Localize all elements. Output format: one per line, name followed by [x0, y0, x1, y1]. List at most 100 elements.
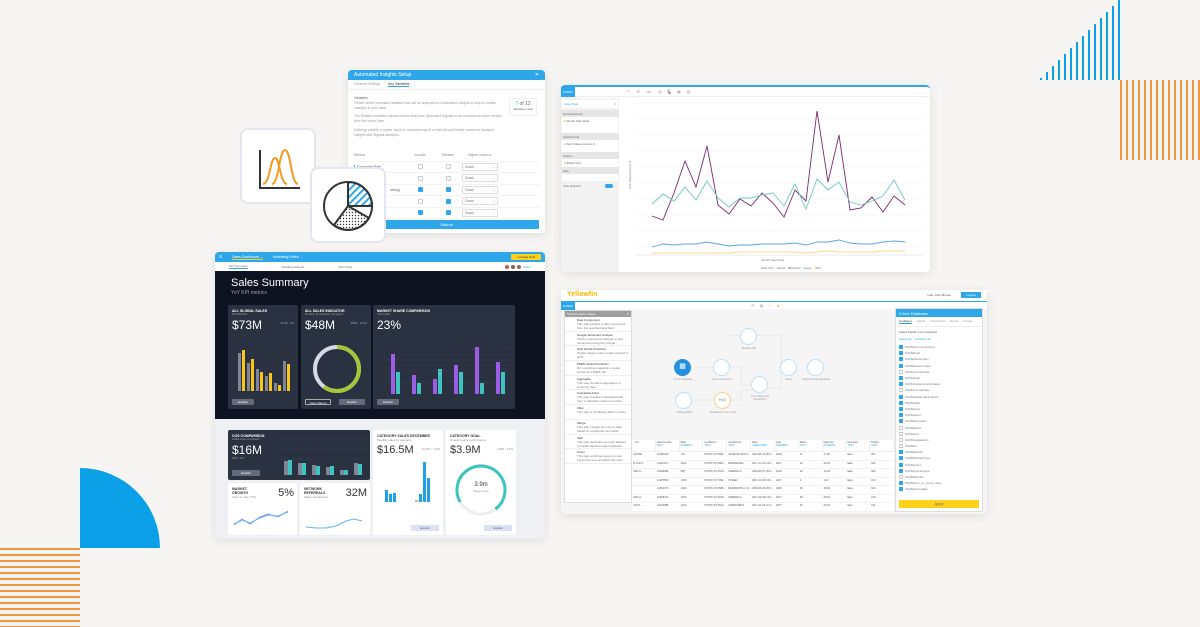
field-row[interactable]: f12064fbicode [896, 474, 982, 480]
step-item[interactable]: Filter This step is for filtering data in… [565, 405, 631, 420]
related-checkbox[interactable] [445, 187, 451, 193]
field-row[interactable]: f12060communityarea [896, 344, 982, 350]
analytics-icon[interactable]: ▥ [686, 89, 691, 94]
column-header[interactable]: LocationC... TEXT [703, 440, 728, 451]
related-checkbox[interactable] [445, 210, 451, 216]
field-checkbox[interactable] [899, 468, 903, 473]
step-item[interactable]: H2O Model Prediction Predict values using… [565, 346, 631, 362]
include-checkbox[interactable] [417, 187, 423, 193]
step-item[interactable]: Aggregate This step provides aggregates o… [565, 376, 631, 391]
colour-field[interactable]: ■ Bottle Size [562, 159, 618, 167]
node-crime-database[interactable]: ▦ [674, 359, 691, 376]
explain-button[interactable]: Explain [484, 525, 512, 531]
chart-type-select[interactable]: Auto Chart ▾ [562, 100, 618, 108]
save-icon[interactable]: ▣ [676, 89, 681, 94]
related-checkbox[interactable] [445, 198, 451, 204]
node-output-sql[interactable] [807, 359, 824, 376]
field-checkbox[interactable] [899, 431, 903, 436]
field-checkbox[interactable] [899, 437, 903, 442]
explain-button[interactable]: Explain [232, 399, 254, 405]
field-row[interactable]: f12061xcoordinate [896, 369, 982, 375]
chart-icon[interactable]: ▙ [667, 89, 671, 94]
active-step-icon[interactable]: ● [777, 302, 780, 308]
table-row[interactable]: TED G... JA086380 925 POINT(-87.6470... SIDE… [632, 469, 894, 478]
dashboard-tab[interactable]: Sales Dashboard ⌄ [232, 254, 263, 260]
step-item[interactable]: Merge This step merges two sets of data b… [565, 420, 631, 435]
column-header[interactable]: Casenumber TEXT [656, 440, 680, 451]
table-row[interactable]: JA487553 1025 POINT(-87.7062... OTHER 2017-1… [632, 478, 894, 486]
field-checkbox[interactable] [899, 345, 903, 350]
column-header[interactable]: Locationde... TEXT [727, 440, 752, 451]
legend-item[interactable]: ■Mini [814, 267, 821, 270]
field-checkbox[interactable] [899, 394, 903, 399]
tab-sub-three[interactable]: Sub Three [338, 264, 353, 269]
vertical-axis-field[interactable]: ● Sum Sales Amount 0 [562, 140, 618, 152]
step-item[interactable]: PMML Model Prediction Run predictions aga… [565, 361, 631, 376]
create-new-button[interactable]: + Create New [510, 254, 541, 260]
horizontal-axis-field[interactable]: ■ Month Start Date [562, 117, 618, 133]
field-row[interactable]: f12061locationdescription [896, 394, 982, 400]
logout-button[interactable]: Logout [961, 292, 981, 298]
field-row[interactable]: f12064time_to_arrest_days [896, 480, 982, 486]
tab-general-settings[interactable]: General Settings [354, 82, 381, 86]
field-row[interactable]: f12064point [896, 462, 982, 468]
tab-fields[interactable]: Fields [917, 319, 926, 323]
field-row[interactable]: f12063district [896, 449, 982, 455]
settings-icon[interactable]: ⚙ [751, 302, 755, 308]
field-row[interactable]: f12062year [896, 406, 982, 412]
step-item[interactable]: Google Sentiment Analysis Perform sentime… [565, 332, 631, 347]
node-crime-predictions[interactable] [751, 376, 768, 393]
field-checkbox[interactable] [899, 450, 903, 455]
undo-icon[interactable]: ↶ [627, 89, 631, 94]
legend-item[interactable]: ■Standard [788, 267, 801, 270]
field-row[interactable]: f12062domestic [896, 418, 982, 424]
step-item[interactable]: Date Component This step extracts a date … [565, 317, 631, 332]
node-merge[interactable] [780, 359, 797, 376]
related-checkbox[interactable] [445, 175, 451, 181]
tab-transforms[interactable]: Transforms [930, 319, 946, 323]
field-checkbox[interactable] [899, 382, 903, 387]
field-checkbox[interactable] [899, 475, 903, 480]
dashboard-tab[interactable]: Marketing KWeb ⌄ [272, 255, 303, 259]
field-row[interactable]: f12060description [896, 356, 982, 362]
higher-value-select[interactable]: Good ⌄ [462, 162, 498, 171]
apply-button[interactable]: Apply [899, 500, 979, 508]
tab-key-variables[interactable]: Key Variables [388, 82, 410, 87]
table-row[interactable]: R CONT... JA110977 2212 POINT(-87.6801... RE… [632, 461, 894, 469]
include-checkbox[interactable] [417, 210, 423, 216]
field-checkbox[interactable] [899, 462, 903, 467]
table-row[interactable]: ULPRE... JA087423 721 POINT(-87.6992... VEHI… [632, 452, 894, 461]
submit-button[interactable]: Submit [354, 220, 539, 229]
field-row[interactable]: f12063fbicodeType [896, 455, 982, 461]
higher-value-select[interactable]: Good ⌄ [462, 197, 498, 206]
field-row[interactable]: f12063updatedon [896, 437, 982, 443]
node-weather-api[interactable] [740, 328, 757, 345]
publish-button[interactable]: Publish [561, 301, 575, 310]
column-header[interactable]: District TEXT [870, 440, 894, 451]
higher-value-select[interactable]: Good ⌄ [462, 185, 498, 194]
tab-configure[interactable]: Configure [899, 319, 913, 324]
include-checkbox[interactable] [417, 175, 423, 181]
field-checkbox[interactable] [899, 363, 903, 368]
field-row[interactable]: f12064primarytype [896, 468, 982, 474]
close-icon[interactable]: ✕ [626, 312, 629, 316]
field-checkbox[interactable] [899, 456, 903, 461]
field-checkbox[interactable] [899, 481, 903, 486]
column-header[interactable]: ...ion [632, 440, 656, 451]
column-header[interactable]: Date TIMESTAMP [751, 440, 775, 451]
field-row[interactable]: f12064arrestdate [896, 486, 982, 492]
menu-icon[interactable]: ☰ [219, 255, 223, 259]
field-row[interactable]: f12062block [896, 424, 982, 430]
related-checkbox[interactable] [445, 164, 451, 170]
explain-button[interactable]: Explain [411, 525, 439, 531]
field-row[interactable]: f12062ward [896, 412, 982, 418]
tab-kpi-summary[interactable]: KPI Summary [229, 264, 248, 269]
field-row[interactable]: f12062date [896, 400, 982, 406]
tab-errors[interactable]: Errors [950, 319, 959, 323]
table-row[interactable]: CANT... JA404985 1233 POINT(-87.6622... APAR… [632, 503, 894, 512]
node-training-data[interactable] [675, 392, 692, 409]
field-row[interactable]: f12061beat [896, 375, 982, 381]
tab-detailed-analysis[interactable]: Detailed Analysis [281, 264, 305, 269]
field-row[interactable]: f12063iucr [896, 431, 982, 437]
field-checkbox[interactable] [899, 425, 903, 430]
